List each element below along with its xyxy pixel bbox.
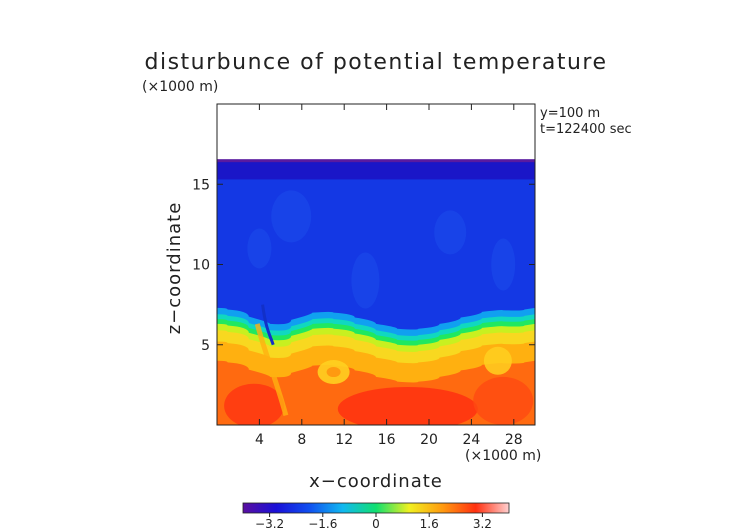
- plot-area: [216, 103, 536, 426]
- cold-eddy: [351, 252, 380, 309]
- colorbar-tick-label: −3.2: [255, 517, 284, 531]
- colorbar-gradient: [242, 502, 510, 514]
- x-tick-label: 16: [378, 432, 396, 448]
- y-tick-label: 5: [201, 338, 210, 354]
- y-axis-label: z−coordinate: [164, 202, 185, 335]
- colorbar-tick-label: −1.6: [308, 517, 337, 531]
- info-line-t: t=122400 sec: [540, 122, 632, 137]
- eddy-right: [483, 346, 512, 375]
- chart-title: disturbunce of potential temperature: [145, 50, 608, 75]
- plume-left: [254, 323, 289, 417]
- y-tick-label: 10: [192, 258, 210, 274]
- warm-core-left: [224, 383, 285, 425]
- x-unit-label: (×1000 m): [465, 448, 541, 464]
- cold-intrusion: [261, 304, 275, 346]
- cold-eddy: [491, 238, 516, 291]
- y-axis: 5 10 15: [192, 177, 535, 354]
- eddy-orange-core: [326, 367, 341, 378]
- x-tick-label: 8: [297, 432, 306, 448]
- colorbar-tick-label: 1.6: [420, 517, 439, 531]
- x-axis: 4 8 12 16 20 24 28: [255, 104, 523, 448]
- info-line-y: y=100 m: [540, 106, 600, 121]
- cold-eddy: [434, 210, 467, 255]
- colorbar: −3.2 −1.6 0 1.6 3.2: [242, 502, 510, 531]
- x-tick-label: 4: [255, 432, 264, 448]
- domain-top-edge: [217, 159, 535, 163]
- y-unit-label: (×1000 m): [142, 79, 218, 95]
- x-axis-label: x−coordinate: [309, 471, 443, 492]
- x-tick-label: 24: [462, 432, 480, 448]
- y-tick-label: 15: [192, 177, 210, 193]
- warm-core-center: [337, 386, 478, 425]
- x-tick-label: 20: [420, 432, 438, 448]
- warm-core-right: [473, 376, 534, 425]
- colorbar-tick-label: 3.2: [473, 517, 492, 531]
- x-tick-label: 12: [335, 432, 353, 448]
- heatmap-field: [217, 159, 535, 425]
- cold-eddy: [247, 228, 272, 269]
- x-tick-label: 28: [505, 432, 523, 448]
- colorbar-tick-label: 0: [372, 517, 380, 531]
- cold-eddy: [271, 190, 312, 243]
- upper-cold-band: [217, 160, 535, 180]
